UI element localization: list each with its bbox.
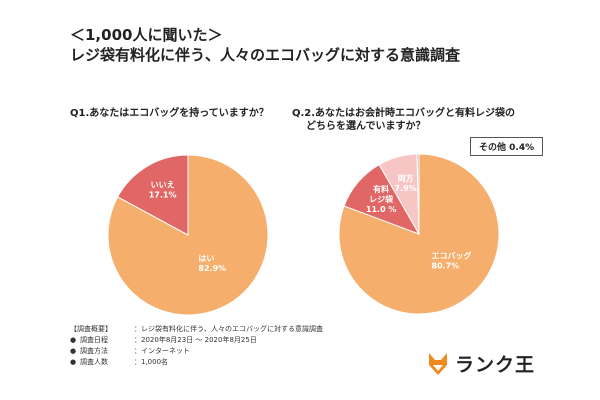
logo-text: ランク王 xyxy=(455,354,536,376)
pie-slice-label: いいえ 17.1% xyxy=(149,180,177,199)
other-callout-box: その他 0.4% xyxy=(470,137,544,156)
survey-key: 調査方法 xyxy=(80,347,108,355)
pie-slice xyxy=(416,153,420,235)
pie-slice-label: エコバッグ 80.7% xyxy=(432,251,472,271)
survey-heading: 【調査概要】 xyxy=(70,325,112,333)
chart-title-block: ＜1,000人に聞いた＞ レジ袋有料化に伴う、人々のエコバッグに対する意識調査 xyxy=(70,25,460,65)
q2-title-line-2: どちらを選んでいますか？ xyxy=(306,121,426,132)
pie-slice-label: 有料レジ袋 11.0 % xyxy=(366,184,397,214)
title-line-2: レジ袋有料化に伴う、人々のエコバッグに対する意識調査 xyxy=(70,46,461,64)
survey-row: ● 調査日程 ：2020年8月23日 〜 2020年8月25日 xyxy=(70,335,323,346)
survey-value: ：2020年8月23日 〜 2020年8月25日 xyxy=(134,336,257,344)
survey-row: ● 調査方法 ：インターネット xyxy=(70,346,323,357)
pie-chart-q1: はい 82.9% いいえ 17.1% xyxy=(107,154,269,316)
logo: ランク王 xyxy=(426,350,535,377)
bullet-icon: ● xyxy=(70,358,77,366)
survey-heading-value: ：レジ袋有料化に伴う、人々のエコバッグに対する意識調査 xyxy=(134,325,323,333)
q2-title-line-1: Q.2.あなたはお会計時エコバッグと有料レジ袋の xyxy=(292,108,516,119)
pie-slice-label: はい 82.9% xyxy=(198,254,226,273)
q1-title: Q1.あなたはエコバッグを持っていますか？ xyxy=(70,108,269,119)
title-line-1: ＜1,000人に聞いた＞ xyxy=(70,26,223,44)
survey-value: ：インターネット xyxy=(134,347,190,355)
fox-logo-icon xyxy=(429,352,447,375)
pie-chart-q2: エコバッグ 80.7% 有料レジ袋 11.0 %両方 7.9% xyxy=(338,153,500,315)
bullet-icon: ● xyxy=(70,347,77,355)
survey-row: ● 調査人数 ：1,000名 xyxy=(70,357,323,368)
q2-title: Q.2.あなたはお会計時エコバッグと有料レジ袋の どちらを選んでいますか？ xyxy=(292,107,515,133)
survey-notes: 【調査概要】 ：レジ袋有料化に伴う、人々のエコバッグに対する意識調査 ● 調査日程… xyxy=(70,324,323,368)
survey-key: 調査人数 xyxy=(80,358,108,366)
survey-key: 調査日程 xyxy=(80,336,108,344)
pie-slice-label: 両方 7.9% xyxy=(395,173,417,193)
bullet-icon: ● xyxy=(70,336,77,344)
pie-slice xyxy=(116,154,189,236)
survey-value: ：1,000名 xyxy=(134,358,169,366)
